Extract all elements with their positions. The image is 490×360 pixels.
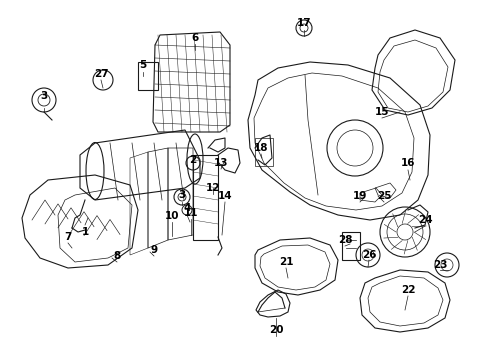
Text: 9: 9 [150,245,158,255]
Text: 12: 12 [206,183,220,193]
Text: 3: 3 [40,91,48,101]
Text: 10: 10 [165,211,179,221]
Text: 11: 11 [184,208,198,218]
Bar [255,138,273,166]
Bar [138,62,158,90]
Text: 15: 15 [375,107,389,117]
Text: 14: 14 [218,191,232,201]
Text: 7: 7 [64,232,72,242]
Text: 21: 21 [279,257,293,267]
Text: 26: 26 [362,250,376,260]
Text: 13: 13 [214,158,228,168]
Text: 3: 3 [178,190,186,200]
Text: 22: 22 [401,285,415,295]
Bar [193,155,218,240]
Text: 16: 16 [401,158,415,168]
Text: 25: 25 [377,191,391,201]
Text: 20: 20 [269,325,283,335]
Text: 1: 1 [81,227,89,237]
Text: 24: 24 [417,215,432,225]
Text: 28: 28 [338,235,352,245]
Text: 6: 6 [192,33,198,43]
Text: 27: 27 [94,69,108,79]
Text: 5: 5 [139,60,147,70]
Text: 23: 23 [433,260,447,270]
Bar [342,232,360,260]
Text: 19: 19 [353,191,367,201]
Text: 17: 17 [296,18,311,28]
Text: 18: 18 [254,143,268,153]
Text: 8: 8 [113,251,121,261]
Text: 4: 4 [183,203,191,213]
Text: 2: 2 [189,155,196,165]
